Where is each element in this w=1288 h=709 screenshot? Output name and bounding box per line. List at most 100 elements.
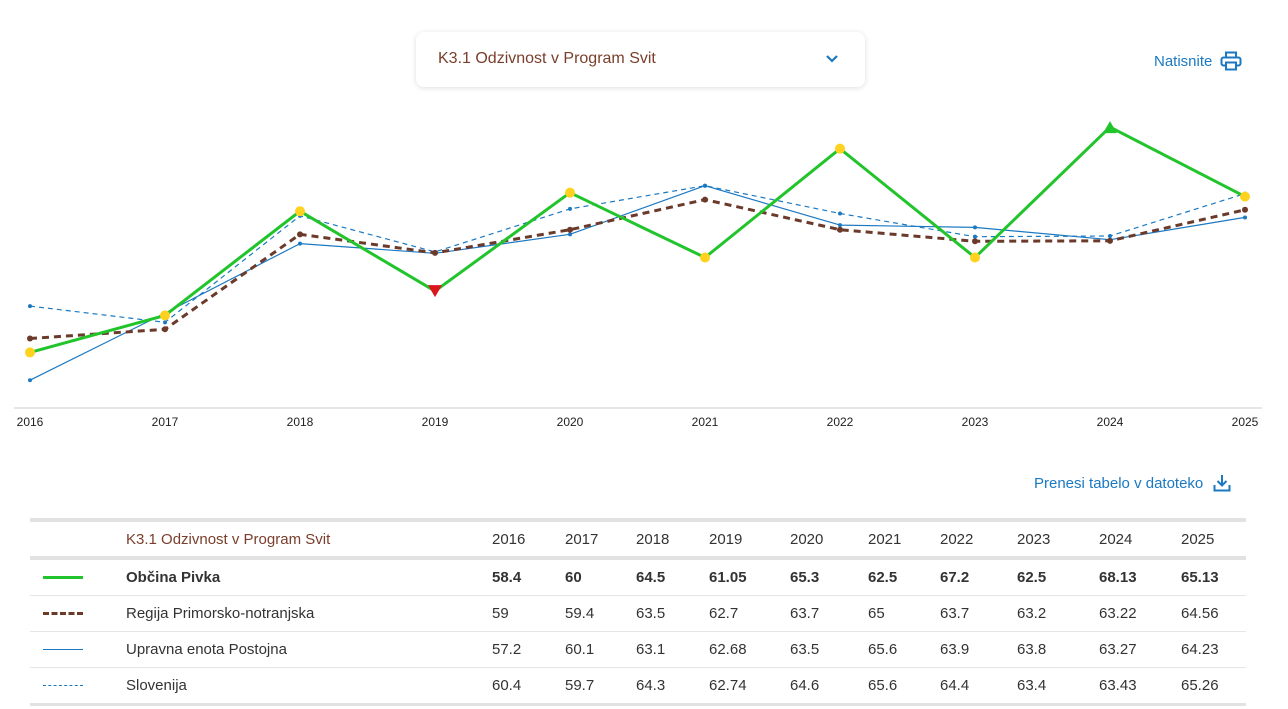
series-point-3 (838, 211, 842, 216)
year-header: 2017 (565, 530, 599, 548)
row-name: Upravna enota Postojna (126, 631, 492, 668)
x-tick-label: 2016 (17, 415, 44, 429)
year-header: 2023 (1017, 530, 1051, 548)
year-header: 2024 (1099, 530, 1133, 548)
main-point (700, 252, 710, 263)
line-chart: 2016 2017 2018 2019 2020 2021 2022 2023 2024 2025 (14, 121, 1262, 429)
cell-value: 63.5 (636, 595, 709, 632)
year-header: 2016 (492, 530, 526, 548)
x-tick-label: 2024 (1097, 415, 1124, 429)
legend-cell (30, 558, 126, 596)
cell-value: 63.7 (790, 595, 868, 632)
series-point-3 (163, 320, 167, 325)
cell-value: 62.5 (868, 558, 940, 596)
download-label: Prenesi tabelo v datoteko (1034, 474, 1204, 492)
cell-value: 63.4 (1017, 667, 1099, 706)
legend-line-pivka (43, 576, 83, 579)
main-point-up (1103, 121, 1117, 134)
legend-cell (30, 595, 126, 632)
series-point-1 (1107, 237, 1113, 244)
series-line-1 (29, 198, 1246, 340)
main-point (295, 206, 305, 217)
download-icon (1213, 475, 1231, 492)
series-point-2 (838, 223, 842, 228)
series-point-3 (1108, 233, 1112, 238)
cell-value: 65.3 (790, 558, 868, 596)
data-table: K3.1 Odzivnost v Program Svit 2016 2017 … (30, 518, 1246, 706)
series-point-2 (28, 378, 32, 383)
main-point (25, 347, 35, 358)
row-name: Občina Pivka (126, 558, 492, 596)
table-header-row: K3.1 Odzivnost v Program Svit 2016 2017 … (30, 520, 1246, 558)
series-point-1 (27, 335, 33, 342)
cell-value: 59.4 (565, 595, 636, 632)
series-point-2 (568, 232, 572, 237)
cell-value: 63.1 (636, 631, 709, 668)
legend-line-slovenija (43, 685, 83, 686)
x-tick-label: 2020 (557, 415, 584, 429)
cell-value: 62.74 (709, 667, 790, 706)
series-line-2 (29, 185, 1246, 381)
cell-value: 60 (565, 558, 636, 596)
series-point-1 (837, 226, 843, 233)
series-point-1 (567, 226, 573, 233)
x-axis-ticks: 2016 2017 2018 2019 2020 2021 2022 2023 2024 2025 (17, 415, 1259, 429)
table-row: Slovenija 60.4 59.7 64.3 62.74 64.6 65.6… (30, 667, 1246, 706)
x-tick-label: 2021 (692, 415, 719, 429)
cell-value: 64.5 (636, 558, 709, 596)
print-button[interactable]: Natisnite (1154, 50, 1242, 72)
series-point-2 (298, 241, 302, 246)
print-label: Natisnite (1154, 52, 1213, 70)
table-row: Regija Primorsko-notranjska 59 59.4 63.5… (30, 595, 1246, 632)
legend-cell (30, 631, 126, 668)
table-title: K3.1 Odzivnost v Program Svit (126, 530, 331, 548)
cell-value: 63.43 (1099, 667, 1181, 706)
cell-value: 63.7 (940, 595, 1017, 632)
cell-value: 65.13 (1181, 558, 1246, 596)
cell-value: 65.6 (868, 631, 940, 668)
chevron-down-icon (826, 55, 838, 63)
printer-icon (1220, 51, 1242, 71)
x-tick-label: 2018 (287, 415, 314, 429)
main-point (565, 187, 575, 198)
series-point-1 (702, 196, 708, 203)
legend-header-cell (30, 520, 126, 558)
year-header: 2022 (940, 530, 974, 548)
year-header: 2019 (709, 530, 743, 548)
cell-value: 65 (868, 595, 940, 632)
cell-value: 64.56 (1181, 595, 1246, 632)
legend-line-postojna (43, 649, 83, 650)
cell-value: 58.4 (492, 558, 565, 596)
indicator-select[interactable]: K3.1 Odzivnost v Program Svit (416, 32, 865, 87)
cell-value: 63.27 (1099, 631, 1181, 668)
cell-value: 63.9 (940, 631, 1017, 668)
main-point (1240, 191, 1250, 202)
series-point-2 (973, 225, 977, 230)
series-point-3 (973, 234, 977, 239)
cell-value: 63.2 (1017, 595, 1099, 632)
main-point (970, 252, 980, 263)
table-row: Upravna enota Postojna 57.2 60.1 63.1 62… (30, 631, 1246, 668)
series-line-3 (29, 185, 1246, 323)
cell-value: 64.23 (1181, 631, 1246, 668)
series-point-1 (972, 238, 978, 245)
cell-value: 68.13 (1099, 558, 1181, 596)
year-header: 2020 (790, 530, 824, 548)
x-tick-label: 2023 (962, 415, 989, 429)
cell-value: 59.7 (565, 667, 636, 706)
main-point-down (428, 285, 442, 298)
cell-value: 63.8 (1017, 631, 1099, 668)
cell-value: 60.4 (492, 667, 565, 706)
year-header: 2025 (1181, 530, 1215, 548)
x-tick-label: 2019 (422, 415, 449, 429)
cell-value: 64.3 (636, 667, 709, 706)
cell-value: 63.22 (1099, 595, 1181, 632)
x-tick-label: 2025 (1232, 415, 1259, 429)
cell-value: 65.26 (1181, 667, 1246, 706)
cell-value: 64.6 (790, 667, 868, 706)
cell-value: 59 (492, 595, 565, 632)
year-header: 2018 (636, 530, 670, 548)
download-table-button[interactable]: Prenesi tabelo v datoteko (1034, 472, 1231, 494)
series-point-3 (568, 206, 572, 211)
cell-value: 62.68 (709, 631, 790, 668)
